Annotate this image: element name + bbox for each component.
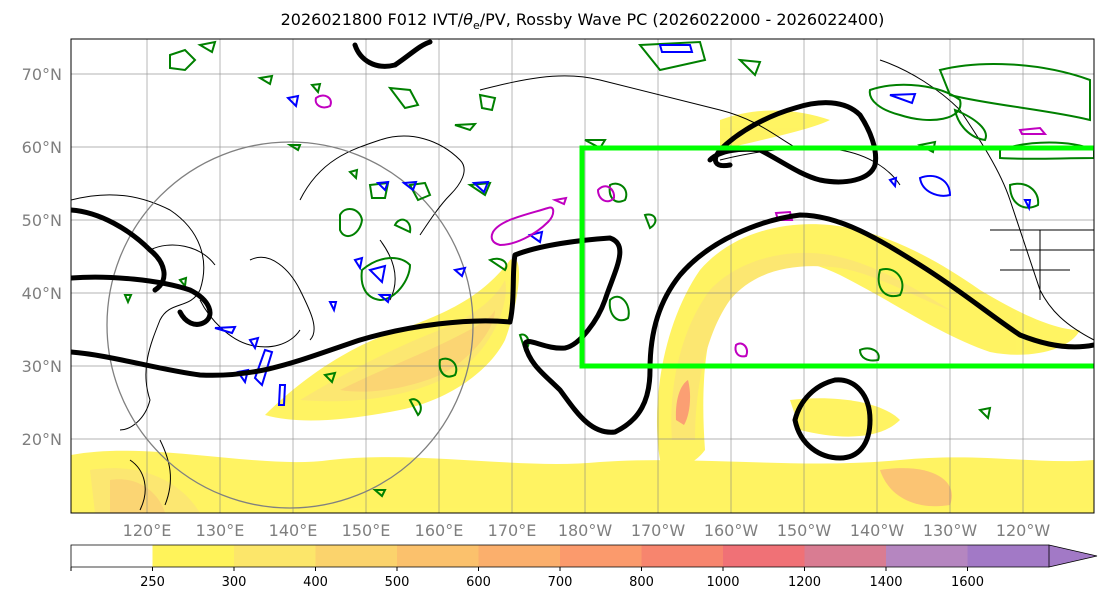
lat-labels: 70°N 60°N 50°N 40°N 30°N 20°N xyxy=(22,65,62,449)
lon-label-120w: 120°W xyxy=(996,521,1051,540)
colorbar-extend-arrow xyxy=(1048,544,1098,568)
colorbar-tick-label: 1200 xyxy=(788,575,821,590)
title-suffix: /PV, Rossby Wave PC (2026022000 - 202602… xyxy=(479,10,885,29)
lon-label-150w: 150°W xyxy=(777,521,832,540)
colorbar-tick-label: 1600 xyxy=(951,575,984,590)
lat-label-40: 40°N xyxy=(22,284,62,303)
coastlines xyxy=(71,59,1094,511)
colorbar-tick-label: 250 xyxy=(140,575,165,590)
lon-label-180w: 180°W xyxy=(558,521,613,540)
lon-label-150e: 150°E xyxy=(342,521,391,540)
title-theta-sub: e xyxy=(472,19,480,33)
lon-label-160e: 160°E xyxy=(415,521,464,540)
colorbar-segment xyxy=(967,545,1050,567)
title-prefix: 2026021800 F012 IVT/ xyxy=(280,10,464,29)
lat-label-60: 60°N xyxy=(22,138,62,157)
colorbar-segment xyxy=(560,545,642,567)
colorbar-tick-label: 800 xyxy=(629,575,654,590)
lon-label-160w: 160°W xyxy=(704,521,759,540)
grid xyxy=(71,39,1094,513)
lat-label-70: 70°N xyxy=(22,65,62,84)
green-contours xyxy=(123,40,1094,498)
colorbar-segment xyxy=(71,545,153,567)
colorbar-segment xyxy=(723,545,805,567)
colorbar-tick-label: 1000 xyxy=(706,575,739,590)
map-area xyxy=(71,39,1094,513)
colorbar: 250 300 400 500 600 700 800 1000 1200 1400 1600 xyxy=(70,544,1098,590)
colorbar-segment xyxy=(886,545,968,567)
colorbar-tick-label: 600 xyxy=(466,575,491,590)
colorbar-segment xyxy=(315,545,398,567)
colorbar-tick-label: 500 xyxy=(385,575,410,590)
lon-labels: 120°E 130°E 140°E 150°E 160°E 170°E 180°… xyxy=(123,521,1051,540)
colorbar-tick-label: 700 xyxy=(548,575,573,590)
map-title: 2026021800 F012 IVT/θe/PV, Rossby Wave P… xyxy=(0,10,1105,32)
rossby-contours xyxy=(71,39,1094,461)
range-circle xyxy=(106,141,474,509)
lon-label-140e: 140°E xyxy=(269,521,318,540)
colorbar-segment xyxy=(397,545,479,567)
map-frame xyxy=(70,38,1095,514)
lon-label-130e: 130°E xyxy=(196,521,245,540)
colorbar-segment xyxy=(234,545,316,567)
colorbar-tick-label: 300 xyxy=(222,575,247,590)
colorbar-segment xyxy=(641,545,724,567)
ivt-shading xyxy=(71,110,1094,513)
colorbar-segment xyxy=(804,545,887,567)
lon-label-140w: 140°W xyxy=(850,521,905,540)
lat-label-20: 20°N xyxy=(22,430,62,449)
colorbar-tick-label: 1400 xyxy=(869,575,902,590)
lon-label-170w: 170°W xyxy=(631,521,686,540)
lon-label-130w: 130°W xyxy=(923,521,978,540)
lon-label-120e: 120°E xyxy=(123,521,172,540)
lon-label-170e: 170°E xyxy=(488,521,537,540)
rossby-wave-box xyxy=(579,145,1094,369)
lat-label-30: 30°N xyxy=(22,357,62,376)
lat-label-50: 50°N xyxy=(22,211,62,230)
colorbar-segment xyxy=(478,545,561,567)
colorbar-segment xyxy=(152,545,235,567)
colorbar-tick-label: 400 xyxy=(303,575,328,590)
title-theta: θ xyxy=(463,10,473,29)
